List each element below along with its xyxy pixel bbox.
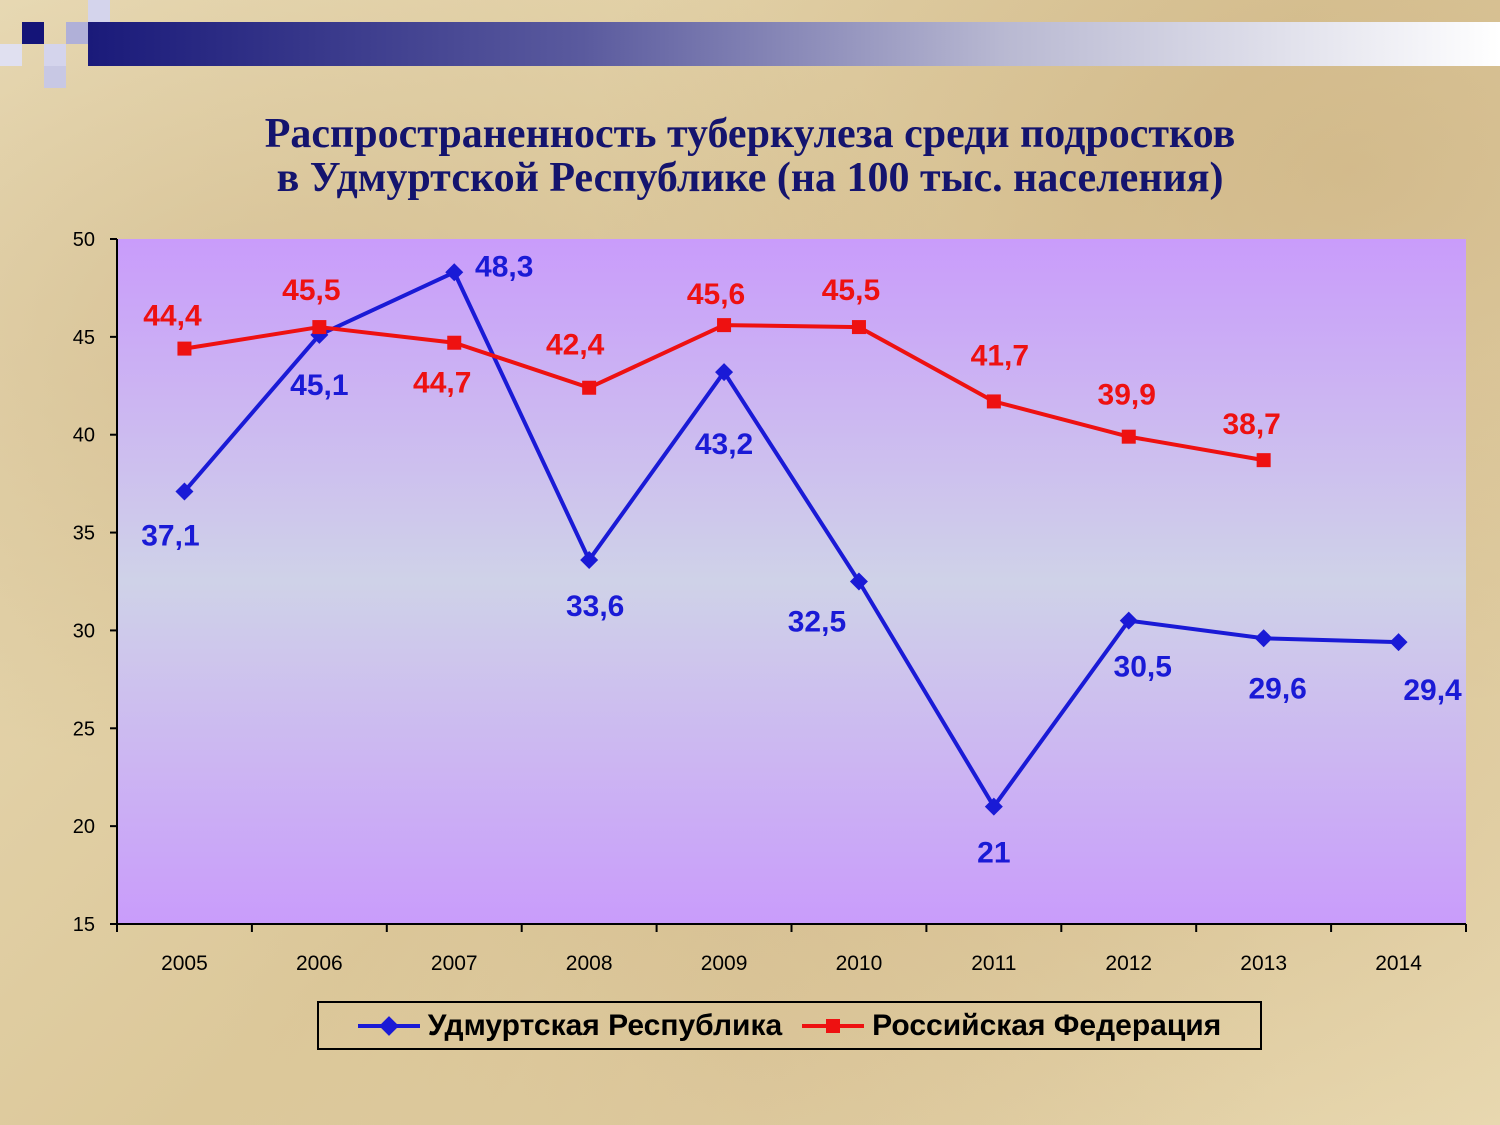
data-point bbox=[1119, 611, 1138, 630]
x-tick-label: 2013 bbox=[1240, 952, 1287, 975]
y-tick-label: 35 bbox=[73, 523, 95, 545]
x-tick-label: 2010 bbox=[836, 952, 883, 975]
y-tick-label: 20 bbox=[73, 816, 95, 838]
legend-label-russia: Российская Федерация bbox=[872, 1008, 1222, 1042]
data-point bbox=[177, 341, 192, 356]
data-label: 45,5 bbox=[282, 274, 340, 307]
data-point bbox=[582, 380, 597, 395]
data-point bbox=[1389, 633, 1408, 652]
data-point bbox=[445, 263, 464, 282]
decor-square bbox=[66, 22, 88, 44]
y-tick-label: 50 bbox=[73, 229, 95, 251]
legend-line-russia bbox=[802, 1018, 865, 1033]
data-label: 38,7 bbox=[1222, 408, 1280, 441]
data-point bbox=[984, 797, 1003, 816]
data-point bbox=[1256, 453, 1271, 468]
data-label: 45,5 bbox=[822, 274, 880, 307]
x-tick-label: 2014 bbox=[1375, 952, 1422, 975]
data-point bbox=[986, 394, 1001, 409]
data-label: 37,1 bbox=[141, 519, 199, 552]
y-tick-label: 45 bbox=[73, 327, 95, 349]
diamond-marker-icon bbox=[378, 1015, 399, 1036]
legend: Удмуртская Республика Российская Федерац… bbox=[317, 1001, 1262, 1050]
x-tick-label: 2005 bbox=[161, 952, 208, 975]
data-point bbox=[717, 318, 732, 333]
decor-square bbox=[44, 66, 66, 88]
header-gradient-bar bbox=[88, 22, 1500, 66]
decor-square bbox=[22, 22, 44, 44]
square-marker-icon bbox=[826, 1018, 841, 1033]
data-point bbox=[312, 320, 327, 335]
data-label: 29,6 bbox=[1248, 672, 1306, 705]
data-point bbox=[580, 550, 599, 569]
data-label: 44,4 bbox=[143, 300, 202, 333]
legend-line-udmurtia bbox=[357, 1015, 420, 1036]
data-point bbox=[447, 335, 462, 350]
data-label: 42,4 bbox=[546, 329, 605, 362]
decor-square bbox=[0, 44, 22, 66]
y-tick-label: 40 bbox=[73, 425, 95, 447]
data-label: 43,2 bbox=[695, 428, 753, 461]
y-tick-label: 25 bbox=[73, 718, 95, 740]
x-tick-label: 2012 bbox=[1105, 952, 1152, 975]
data-label: 21 bbox=[977, 837, 1010, 870]
data-label: 39,9 bbox=[1098, 379, 1156, 412]
data-point bbox=[849, 572, 868, 591]
data-label: 32,5 bbox=[788, 606, 846, 639]
data-label: 30,5 bbox=[1114, 651, 1172, 684]
x-tick-label: 2007 bbox=[431, 952, 478, 975]
data-point bbox=[715, 363, 734, 382]
data-point bbox=[175, 482, 194, 501]
x-tick-label: 2008 bbox=[566, 952, 613, 975]
data-point bbox=[1121, 429, 1136, 444]
x-tick-label: 2011 bbox=[971, 952, 1016, 975]
legend-item-udmurtia: Удмуртская Республика bbox=[357, 1008, 783, 1043]
legend-label-udmurtia: Удмуртская Республика bbox=[427, 1008, 783, 1042]
x-tick-label: 2009 bbox=[701, 952, 748, 975]
data-label: 29,4 bbox=[1403, 674, 1462, 707]
data-label: 44,7 bbox=[413, 367, 471, 400]
y-tick-label: 15 bbox=[73, 914, 95, 936]
data-label: 45,1 bbox=[290, 369, 348, 402]
data-point bbox=[851, 320, 866, 335]
decor-square bbox=[88, 0, 110, 22]
x-tick-label: 2006 bbox=[296, 952, 343, 975]
data-label: 33,6 bbox=[566, 590, 624, 623]
title-line-1: Распространенность туберкулеза среди под… bbox=[264, 111, 1236, 157]
data-label: 41,7 bbox=[971, 339, 1029, 372]
decor-square bbox=[44, 44, 66, 66]
legend-item-russia: Российская Федерация bbox=[802, 1009, 1221, 1043]
slide-title: Распространенность туберкулеза среди под… bbox=[0, 112, 1500, 200]
title-line-2: в Удмуртской Республике (на 100 тыс. нас… bbox=[276, 155, 1224, 201]
y-tick-label: 30 bbox=[73, 620, 95, 642]
series-line-0 bbox=[182, 270, 1399, 809]
data-label: 45,6 bbox=[687, 278, 745, 311]
data-point bbox=[1254, 629, 1273, 648]
data-label: 48,3 bbox=[475, 250, 533, 283]
plot-area bbox=[117, 239, 1466, 924]
